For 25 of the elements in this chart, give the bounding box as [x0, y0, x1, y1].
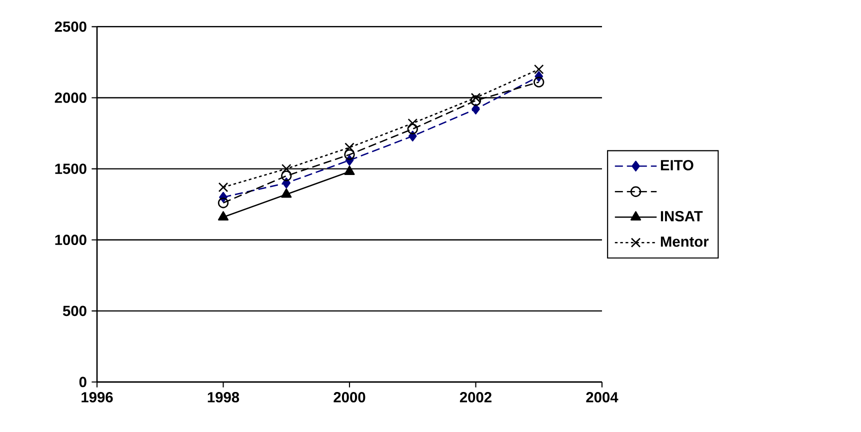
x-tick-label: 1996 [82, 392, 113, 402]
point [470, 95, 482, 106]
y-tick-label: 0 [79, 376, 86, 388]
y-tick-label: 1000 [55, 234, 86, 246]
point [534, 64, 544, 74]
point [344, 166, 355, 175]
x-tick-label: 2002 [460, 392, 492, 402]
x-tick-label: 1998 [208, 392, 240, 402]
y-tick-label: 2000 [54, 92, 86, 103]
legend-label: INSAT [660, 211, 703, 222]
point [281, 188, 292, 198]
point [472, 104, 480, 114]
point [282, 178, 291, 188]
point [218, 198, 229, 208]
x-tick-label: 2000 [334, 392, 366, 402]
point [218, 182, 228, 192]
point [470, 92, 481, 103]
point [534, 76, 544, 88]
y-tick-label: 2500 [54, 21, 86, 32]
y-tick-label: 500 [62, 306, 86, 316]
x-tick-label: 2004 [586, 392, 618, 402]
point [218, 211, 229, 220]
y-tick-label: 1500 [55, 164, 86, 174]
legend-label: EITO [660, 160, 694, 170]
legend-label: Mentor [660, 236, 709, 247]
